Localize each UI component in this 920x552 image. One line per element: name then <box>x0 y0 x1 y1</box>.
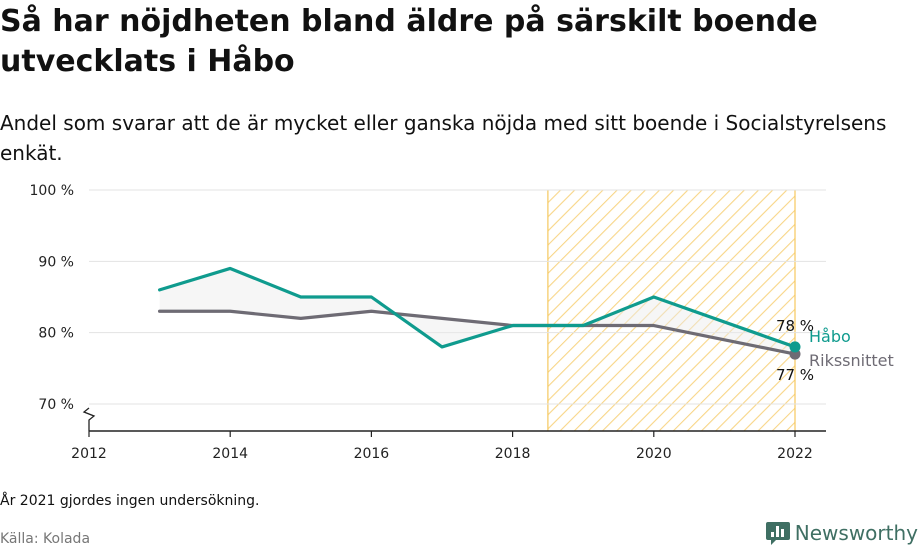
series-difference-area <box>159 268 796 355</box>
brand-name: Newsworthy <box>794 521 918 545</box>
highlight-area <box>547 190 795 431</box>
chart-subtitle: Andel som svarar att de är mycket eller … <box>0 111 887 165</box>
line-chart: 70 % 80 % 90 % 100 % 2012 2014 2016 2018 2020 20… <box>30 183 894 462</box>
chart-title: Så har nöjdheten bland äldre på särskilt… <box>0 4 818 79</box>
bar-chart-logo-icon <box>765 522 790 545</box>
x-tick-label: 2012 <box>71 446 107 462</box>
x-tick-label: 2022 <box>777 446 813 462</box>
series-line-h-bo <box>158 266 797 349</box>
series-end-marker <box>789 341 801 353</box>
series-line-rikssnittet <box>158 309 797 356</box>
y-tick-label: 100 % <box>30 183 74 199</box>
series-name-label: Håbo <box>809 327 851 346</box>
series-name-label: Rikssnittet <box>809 351 894 370</box>
y-tick-label: 70 % <box>38 397 74 413</box>
x-tick-label: 2016 <box>354 446 390 462</box>
x-tick-label: 2020 <box>636 446 672 462</box>
data-label: 77 % <box>776 366 814 384</box>
newsworthy-logo[interactable]: Newsworthy <box>765 520 918 546</box>
footnote: År 2021 gjordes ingen undersökning. <box>0 493 260 509</box>
y-tick-label: 90 % <box>38 254 74 270</box>
source-label: Källa: Kolada <box>0 531 91 547</box>
axis-break-icon <box>82 407 96 431</box>
data-label: 78 % <box>776 317 814 335</box>
y-tick-label: 80 % <box>38 326 74 342</box>
x-tick-label: 2014 <box>212 446 248 462</box>
x-tick-label: 2018 <box>495 446 531 462</box>
